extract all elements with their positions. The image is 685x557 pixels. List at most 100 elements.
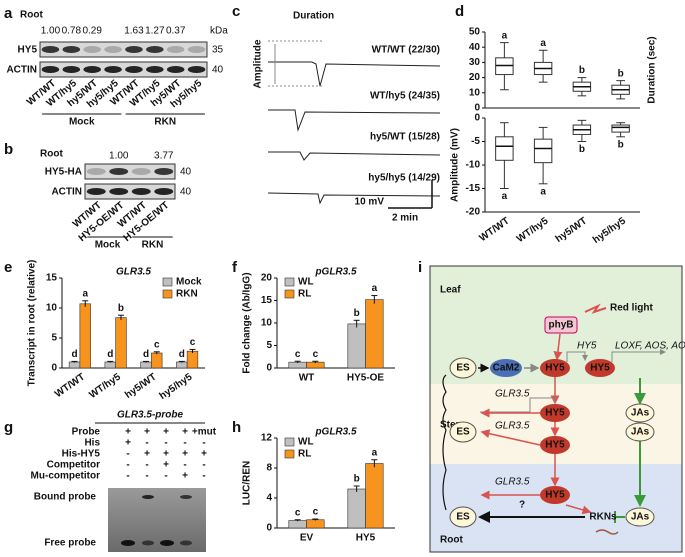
band-value: 0.29 [82, 26, 102, 37]
band [187, 66, 206, 73]
significance-letter: c [154, 339, 160, 350]
node-label: JAs [631, 512, 650, 523]
free-label: Free probe [44, 538, 96, 549]
legend-label: RL [298, 289, 311, 300]
gene-label: HY5 [577, 341, 597, 352]
tissue-label: Root [40, 149, 63, 160]
y-tick-label: 20 [261, 273, 273, 284]
panel-label: h [232, 419, 241, 436]
bar [288, 520, 307, 529]
node [540, 404, 570, 422]
band [166, 46, 185, 53]
trace-label: WT/hy5 (24/35) [370, 91, 440, 102]
gene-label: LOXF, AOS, AOC [615, 341, 685, 352]
band [125, 46, 143, 53]
y-tick-label: 5 [51, 333, 57, 344]
trace-label: hy5/WT (15/28) [370, 132, 440, 143]
x-tick-label: WT [299, 373, 315, 384]
band [131, 188, 151, 195]
emsa-cell: - [126, 449, 129, 460]
traces [267, 40, 441, 209]
band-value: 3.77 [154, 151, 174, 162]
blot [39, 41, 208, 58]
light-label: Red light [610, 303, 653, 314]
bar [186, 350, 199, 369]
node [540, 436, 570, 454]
emsa-cell: - [202, 471, 205, 482]
y-label: Duration (sec) [647, 36, 658, 103]
emsa-cell: - [183, 438, 186, 449]
band [62, 66, 81, 73]
bar [176, 361, 188, 369]
emsa-row: Probe [72, 427, 101, 438]
bar [79, 303, 91, 369]
emsa-cell: - [126, 471, 129, 482]
node-label: ES [456, 512, 470, 523]
blot [84, 183, 176, 200]
bar [347, 488, 366, 529]
y-tick-label: 0 [266, 363, 272, 374]
y-tick-label: 0 [266, 523, 272, 534]
bar [151, 352, 163, 369]
band [166, 66, 185, 73]
bar [306, 519, 325, 529]
emsa-cell: + [144, 449, 150, 460]
bar [365, 463, 384, 529]
band [146, 66, 164, 73]
significance-letter: c [295, 507, 301, 518]
box [495, 136, 514, 161]
emsa-cell: +mut [192, 427, 217, 438]
band-value: 1.00 [41, 26, 61, 37]
row-label: HY5-HA [45, 167, 82, 178]
node [540, 359, 570, 377]
y-tick-label: 10 [469, 87, 481, 98]
emsa-cell: + [182, 471, 188, 482]
emsa-cell: + [144, 427, 150, 438]
emsa-cell: - [145, 460, 148, 471]
band [146, 46, 164, 53]
y-tick-label: 8 [266, 463, 272, 474]
y-tick-label: 40 [469, 42, 481, 53]
significance-letter: c [190, 337, 196, 348]
emsa-cell: - [202, 438, 205, 449]
node-label: CaM2 [493, 363, 520, 374]
y-label: Fold change (Ab/IgG) [242, 272, 253, 373]
row-label: ACTIN [6, 65, 37, 76]
band [154, 168, 174, 175]
trace-label: hy5/hy5 (14/29) [368, 173, 440, 184]
legend-swatch [284, 277, 295, 287]
band [154, 188, 174, 195]
panel-label: g [4, 419, 13, 436]
node-label: HY5 [590, 363, 610, 374]
node [449, 357, 477, 379]
band [62, 46, 81, 53]
trace-label: WT/WT (22/30) [372, 45, 440, 56]
x-tick-label: hy5/WT [123, 372, 158, 401]
emsa-cell: - [126, 460, 129, 471]
marker-label: 35 [212, 45, 224, 56]
band [86, 188, 106, 195]
panel-label: e [4, 259, 12, 276]
significance-letter: a [372, 283, 378, 294]
group-label: Mock [95, 240, 121, 251]
x-tick-label: WT/hy5 [87, 371, 123, 401]
y-tick-label: 20 [469, 72, 481, 83]
node-label: phyB [549, 320, 574, 331]
question-mark: ? [519, 500, 525, 511]
band [83, 46, 101, 53]
node-label: HY5 [545, 440, 565, 451]
significance-letter: c [313, 349, 319, 360]
y-tick-label: 0 [474, 103, 480, 114]
emsa-cell: + [182, 427, 188, 438]
emsa-cell: + [163, 460, 169, 471]
band [125, 66, 143, 73]
emsa-cell: - [164, 471, 167, 482]
node-label: JAs [631, 427, 650, 438]
bar [347, 323, 366, 369]
band-value: 1.00 [109, 151, 129, 162]
emsa-row: His [84, 438, 100, 449]
legend-swatch [162, 289, 173, 299]
emsa-row: Mu-competitor [31, 471, 101, 482]
chart-title: pGLR3.5 [314, 267, 357, 278]
